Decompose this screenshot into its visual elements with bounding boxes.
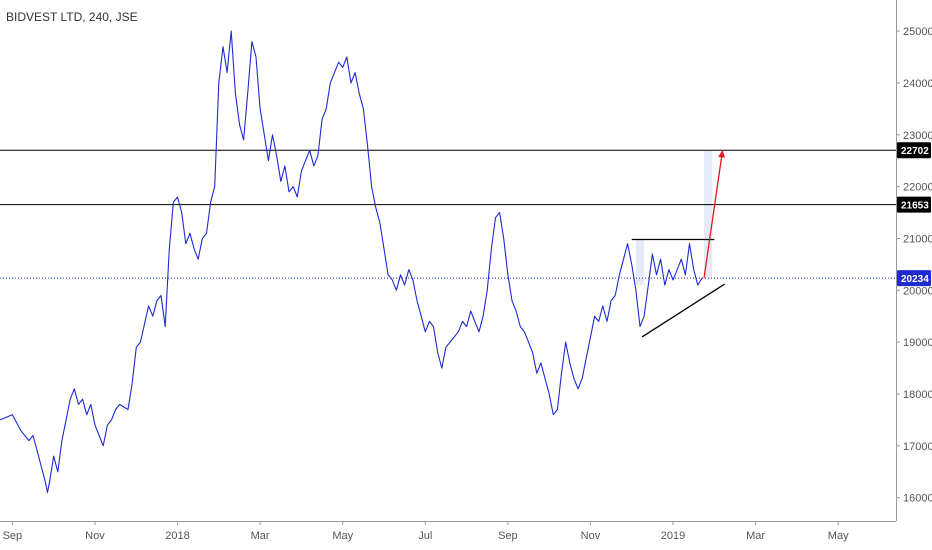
- level-tag-1-label: 21653: [901, 201, 929, 212]
- x-tick-label: May: [332, 530, 353, 542]
- y-tick-label: 22000: [903, 182, 932, 194]
- y-tick-label: 23000: [903, 130, 932, 142]
- x-tick-label: May: [828, 530, 849, 542]
- y-tick-label: 20000: [903, 285, 932, 297]
- projection-arrow-head: [718, 150, 725, 158]
- chart-title: BIDVEST LTD, 240, JSE: [6, 10, 138, 24]
- x-tick-label: Nov: [85, 530, 105, 542]
- x-tick-label: Nov: [581, 530, 601, 542]
- x-tick-label: Sep: [498, 530, 518, 542]
- level-tag-1-box: [897, 196, 931, 213]
- level-tag-0-label: 22702: [901, 146, 929, 157]
- x-tick-label: Mar: [251, 530, 270, 542]
- x-tick-label: Jul: [418, 530, 432, 542]
- x-tick-label: 2019: [661, 530, 685, 542]
- y-tick-label: 16000: [903, 493, 932, 505]
- highlight-band-0: [635, 239, 645, 286]
- current-price-tag-label: 20234: [901, 274, 929, 285]
- x-tick-label: 2018: [165, 530, 189, 542]
- projection-arrow-line[interactable]: [703, 150, 724, 279]
- y-tick-label: 21000: [903, 233, 932, 245]
- plot-area: [0, 30, 896, 494]
- level-tag-0-box: [897, 142, 931, 159]
- x-tick-label: Sep: [3, 530, 23, 542]
- x-tick-label: Mar: [746, 530, 765, 542]
- support-trendline[interactable]: [641, 283, 725, 338]
- y-tick-label: 25000: [903, 26, 932, 38]
- price-series-line[interactable]: [0, 30, 703, 494]
- highlight-band-1: [704, 150, 713, 278]
- y-tick-label: 24000: [903, 78, 932, 90]
- y-tick-label: 19000: [903, 337, 932, 349]
- current-price-tag-box: [897, 270, 931, 287]
- y-tick-label: 18000: [903, 389, 932, 401]
- y-tick-label: 17000: [903, 441, 932, 453]
